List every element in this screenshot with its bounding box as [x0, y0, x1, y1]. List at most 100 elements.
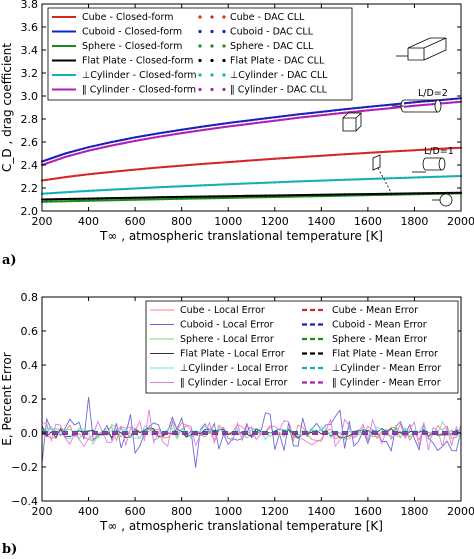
data-point: [306, 193, 309, 197]
data-point: [189, 197, 193, 200]
legend-label: Cuboid - Closed-form: [82, 27, 182, 38]
data-point: [245, 123, 248, 126]
y-tick-label: −0.4: [11, 495, 38, 508]
legend-swatch: [210, 73, 214, 77]
data-point: [273, 194, 276, 197]
legend-swatch: [222, 73, 226, 77]
data-point: [292, 113, 295, 117]
data-point: [124, 169, 127, 172]
data-point: [68, 190, 71, 194]
series-line: [41, 424, 462, 443]
legend-label: ⊥Cylinder - Mean Error: [332, 363, 441, 374]
data-point: [366, 105, 369, 108]
data-point: [445, 98, 449, 101]
data-point: [329, 154, 332, 157]
x-tick-label: 600: [125, 215, 146, 228]
data-point: [54, 177, 58, 180]
data-point: [255, 118, 258, 121]
data-point: [92, 199, 95, 202]
data-point: [82, 173, 85, 176]
legend-swatch: [222, 15, 226, 19]
cuboid-sketch: [407, 37, 447, 61]
annotation-ld2: L/D=2: [418, 88, 448, 99]
data-point: [450, 175, 453, 178]
legend-label: ⊥Cylinder - Local Error: [180, 363, 288, 374]
data-point: [110, 140, 113, 144]
data-point: [199, 125, 202, 128]
data-point: [129, 169, 132, 172]
series-line: [41, 420, 462, 446]
data-point: [427, 148, 430, 151]
data-point: [241, 194, 244, 198]
data-point: [45, 178, 48, 181]
data-point: [338, 178, 342, 182]
data-point: [50, 178, 53, 181]
data-point: [68, 151, 71, 154]
data-point: [310, 155, 314, 158]
data-point: [194, 130, 197, 133]
data-point: [194, 184, 197, 187]
x-tick-label: 1200: [261, 215, 289, 228]
y-tick-label: 0.6: [21, 325, 39, 338]
data-point: [376, 151, 379, 154]
data-point: [357, 110, 360, 113]
data-point: [348, 193, 351, 196]
data-point: [422, 192, 425, 195]
data-point: [87, 197, 90, 200]
data-point: [148, 196, 151, 199]
data-point: [422, 148, 425, 151]
data-point: [217, 123, 220, 126]
legend-box: [47, 7, 353, 101]
y-tick-label: 2.4: [21, 159, 39, 172]
legend-label: Cube - DAC CLL: [230, 12, 305, 23]
data-point: [82, 147, 85, 150]
data-point: [269, 116, 272, 119]
data-point: [301, 112, 304, 115]
data-point: [68, 154, 71, 157]
data-point: [50, 160, 53, 163]
data-point: [404, 149, 407, 152]
data-point: [175, 195, 179, 198]
legend-label: ‖ Cylinder - Closed-form: [82, 85, 196, 96]
data-point: [101, 197, 104, 200]
data-point: [217, 161, 220, 164]
data-point: [343, 193, 346, 196]
data-point: [441, 102, 444, 105]
x-tick-label: 1200: [261, 505, 289, 518]
data-point: [250, 182, 253, 185]
data-point: [180, 132, 183, 135]
data-point: [129, 137, 132, 140]
data-point: [101, 143, 104, 146]
data-point: [148, 137, 151, 140]
data-point: [301, 194, 304, 197]
data-point: [222, 122, 225, 125]
data-point: [408, 149, 411, 152]
data-point: [338, 112, 342, 115]
data-point: [106, 199, 109, 202]
data-point: [320, 114, 323, 117]
x-tick-label: 800: [171, 215, 192, 228]
data-point: [152, 166, 155, 169]
data-point: [287, 117, 290, 121]
data-point: [78, 174, 81, 177]
y-tick-label: 3.4: [21, 44, 39, 57]
data-point: [445, 101, 449, 105]
data-point: [138, 196, 141, 199]
data-point: [152, 133, 155, 136]
data-point: [171, 185, 174, 188]
data-point: [143, 167, 146, 170]
data-point: [68, 175, 71, 178]
legend-label: ⊥Cylinder - DAC CLL: [230, 70, 328, 81]
data-point: [445, 191, 449, 194]
data-point: [213, 195, 216, 198]
data-point: [399, 176, 402, 179]
data-point: [343, 111, 346, 114]
data-point: [213, 127, 216, 130]
x-tick-label: 1600: [354, 215, 382, 228]
data-point: [199, 184, 202, 187]
data-point: [171, 130, 174, 133]
data-point: [245, 194, 248, 197]
data-point: [418, 148, 421, 152]
legend-swatch: [198, 15, 202, 19]
data-point: [376, 192, 379, 196]
